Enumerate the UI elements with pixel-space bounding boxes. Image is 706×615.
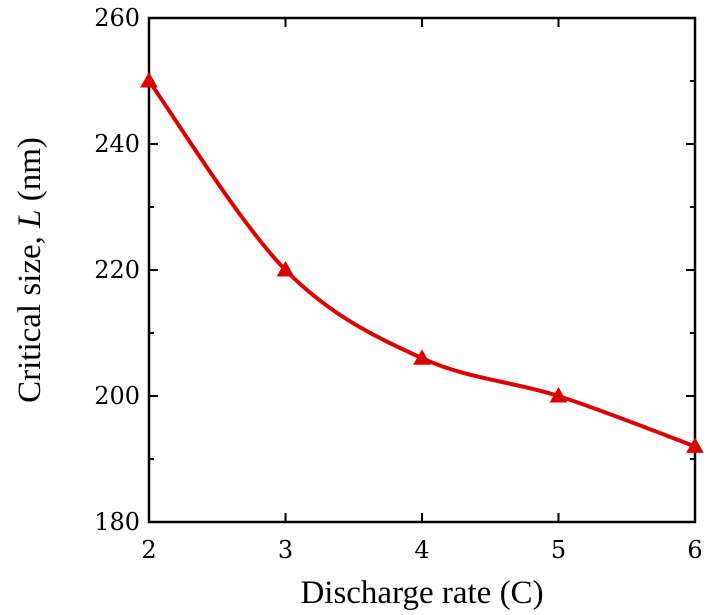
data-point-marker — [140, 71, 158, 88]
x-tick-label: 3 — [278, 536, 293, 564]
x-tick-label: 4 — [414, 536, 429, 564]
data-point-marker — [413, 349, 431, 365]
plot-frame — [147, 16, 697, 524]
x-tick-label: 2 — [141, 536, 156, 564]
y-tick-label: 180 — [94, 508, 140, 536]
x-tick-label: 5 — [551, 536, 566, 564]
data-point-marker — [276, 260, 295, 277]
y-axis-label-var: L — [12, 210, 48, 229]
x-axis-label: Discharge rate (C) — [300, 575, 543, 611]
y-tick-label: 260 — [94, 4, 140, 32]
data-point-marker — [686, 437, 704, 453]
y-tick-label: 240 — [94, 130, 140, 158]
series-layer — [140, 71, 704, 453]
y-axis-label: Critical size, L (nm) — [12, 137, 48, 403]
x-tick-label: 6 — [687, 536, 702, 564]
x-ticks: 2 3 4 5 6 — [141, 18, 703, 564]
y-tick-label: 200 — [94, 382, 140, 410]
series-line — [147, 79, 696, 449]
y-axis-label-suffix: (nm) — [12, 137, 48, 209]
y-ticks: 180 200 220 240 260 — [94, 4, 695, 536]
y-tick-label: 220 — [94, 256, 140, 284]
data-point-marker — [549, 386, 568, 403]
y-axis-label-prefix: Critical size, — [12, 228, 48, 403]
